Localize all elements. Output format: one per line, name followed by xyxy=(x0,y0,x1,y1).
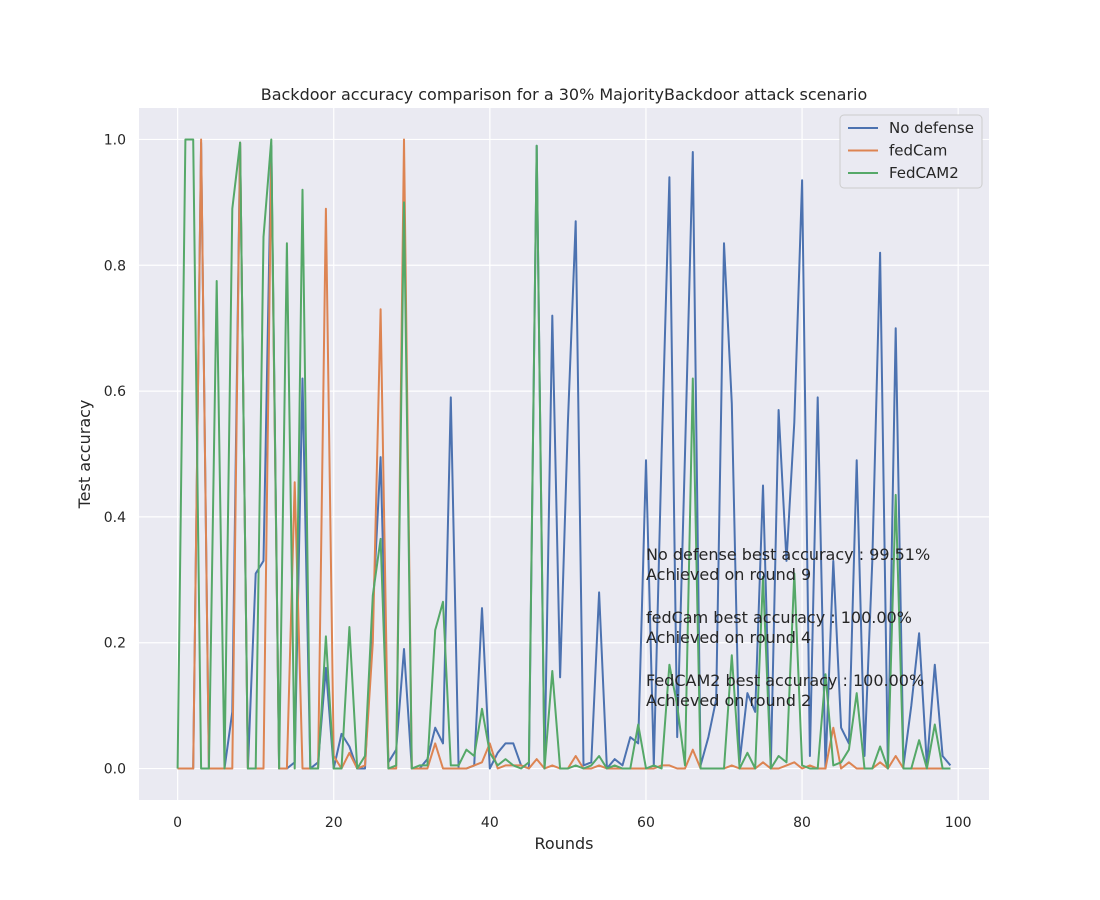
x-tick-label: 80 xyxy=(793,815,811,831)
series-line-fedcam2 xyxy=(176,138,951,770)
x-tick-label: 100 xyxy=(945,815,972,831)
annotation-best-accuracy: fedCam best accuracy : 100.00% xyxy=(646,608,912,627)
y-tick-label: 0.4 xyxy=(104,510,126,526)
y-tick-label: 1.0 xyxy=(104,132,126,148)
annotation-round: Achieved on round 4 xyxy=(646,628,811,647)
y-tick-label: 0.0 xyxy=(104,762,126,778)
x-tick-label: 20 xyxy=(325,815,343,831)
x-tick-label: 40 xyxy=(481,815,499,831)
annotation-best-accuracy: No defense best accuracy : 99.51% xyxy=(646,545,930,564)
x-tick-label: 60 xyxy=(637,815,655,831)
legend-entry: FedCAM2 xyxy=(889,164,959,182)
y-tick-label: 0.2 xyxy=(104,636,126,652)
legend-entry: fedCam xyxy=(889,142,947,160)
annotations: No defense best accuracy : 99.51%Achieve… xyxy=(646,545,930,710)
y-tick-label: 0.8 xyxy=(104,258,126,274)
y-tick-labels: 0.0 0.2 0.4 0.6 0.8 1.0 xyxy=(104,132,126,777)
legend-entry: No defense xyxy=(889,119,974,137)
chart-title: Backdoor accuracy comparison for a 30% M… xyxy=(261,85,868,104)
annotation-best-accuracy: FedCAM2 best accuracy : 100.00% xyxy=(646,671,924,690)
legend-box xyxy=(839,114,983,189)
y-axis-label: Test accuracy xyxy=(75,400,94,510)
annotation-round: Achieved on round 9 xyxy=(646,565,811,584)
legend: No defense fedCam FedCAM2 xyxy=(839,114,983,189)
x-axis-label: Rounds xyxy=(535,834,594,853)
x-tick-label: 0 xyxy=(173,815,182,831)
series-lines xyxy=(176,138,952,770)
x-tick-labels: 0 20 40 60 80 100 xyxy=(173,815,971,831)
annotation-round: Achieved on round 2 xyxy=(646,691,811,710)
y-tick-label: 0.6 xyxy=(104,384,126,400)
series-line-no-defense xyxy=(177,141,952,770)
